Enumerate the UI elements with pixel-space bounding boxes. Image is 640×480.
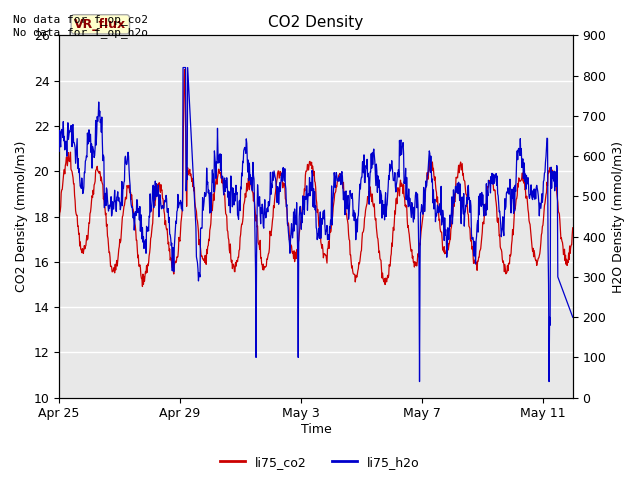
Title: CO2 Density: CO2 Density <box>268 15 364 30</box>
Y-axis label: CO2 Density (mmol/m3): CO2 Density (mmol/m3) <box>15 141 28 292</box>
Legend: li75_co2, li75_h2o: li75_co2, li75_h2o <box>215 451 425 474</box>
X-axis label: Time: Time <box>301 423 332 436</box>
Text: No data for f_op_co2
No data for f_op_h2o: No data for f_op_co2 No data for f_op_h2… <box>13 14 148 38</box>
Y-axis label: H2O Density (mmol/m3): H2O Density (mmol/m3) <box>612 141 625 292</box>
Text: VR_flux: VR_flux <box>74 18 126 31</box>
